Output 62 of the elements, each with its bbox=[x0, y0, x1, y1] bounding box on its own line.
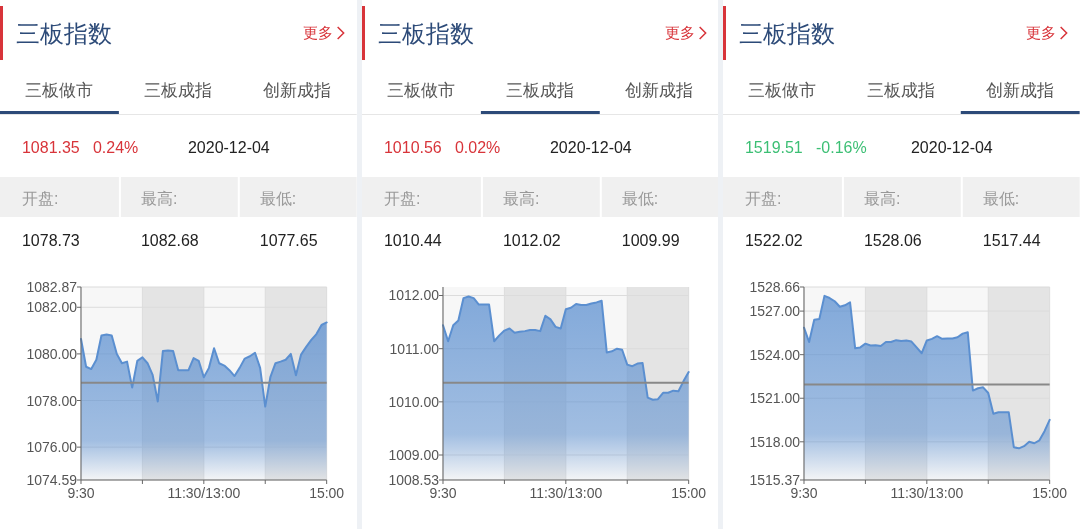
text: 更多 bbox=[664, 24, 695, 42]
text: 2020-12-04 bbox=[911, 139, 994, 156]
text: 创新成指 bbox=[263, 81, 332, 100]
text: 0.02% bbox=[454, 139, 500, 156]
text: 创新成指 bbox=[986, 81, 1055, 100]
text: 三板成指 bbox=[144, 81, 213, 100]
text: 最高: bbox=[502, 190, 539, 207]
text: 1077.65 bbox=[259, 232, 318, 249]
text: 1078.73 bbox=[22, 232, 80, 249]
text: 三板做市 bbox=[25, 81, 94, 100]
text: 2020-12-04 bbox=[549, 139, 632, 156]
text: 开盘: bbox=[383, 190, 421, 207]
text: 三板成指 bbox=[505, 81, 574, 100]
text: 最高: bbox=[140, 190, 178, 207]
y-tick-label: 1082.00 bbox=[26, 299, 78, 316]
text: 1010.44 bbox=[383, 232, 442, 249]
y-tick-label: 1082.87 bbox=[26, 279, 78, 295]
text: 最低: bbox=[983, 190, 1020, 207]
text: 1012.02 bbox=[502, 232, 561, 249]
text: 三板做市 bbox=[387, 81, 456, 100]
text: 1517.44 bbox=[983, 232, 1041, 249]
text: -0.16% bbox=[816, 139, 867, 156]
text: 最低: bbox=[621, 190, 658, 207]
text: 1519.51 bbox=[745, 139, 804, 156]
y-tick-label: 1528.66 bbox=[749, 279, 801, 295]
y-tick-label: 1521.00 bbox=[749, 390, 801, 407]
text: 1081.35 bbox=[22, 139, 80, 156]
text: 1528.06 bbox=[864, 232, 923, 249]
text: 创新成指 bbox=[624, 81, 693, 100]
y-tick-label: 1010.00 bbox=[388, 393, 439, 410]
text: 最低: bbox=[259, 190, 297, 207]
text: 开盘: bbox=[745, 190, 782, 207]
y-tick-label: 1527.00 bbox=[749, 303, 801, 320]
x-tick-label: 11:30/13:00 bbox=[167, 484, 241, 501]
text: 1010.56 bbox=[383, 139, 442, 156]
text: 更多 bbox=[302, 24, 333, 42]
text: 三板成指 bbox=[867, 81, 936, 100]
text: 1522.02 bbox=[745, 232, 804, 249]
y-tick-label: 1518.00 bbox=[749, 433, 801, 450]
x-tick-label: 15:00 bbox=[670, 484, 707, 501]
text: 最高: bbox=[864, 190, 901, 207]
text: 更多 bbox=[1025, 24, 1056, 42]
text: 1082.68 bbox=[140, 232, 199, 249]
text: 1009.99 bbox=[621, 232, 680, 249]
text: 0.24% bbox=[93, 139, 139, 156]
y-tick-label: 1076.00 bbox=[26, 439, 78, 456]
x-tick-label: 15:00 bbox=[309, 484, 345, 501]
x-tick-label: 11:30/13:00 bbox=[890, 484, 964, 501]
y-tick-label: 1524.00 bbox=[749, 346, 801, 363]
chart-title: 三板指数 bbox=[16, 20, 112, 48]
y-tick-label: 1080.00 bbox=[26, 345, 78, 362]
x-tick-label: 11:30/13:00 bbox=[529, 484, 603, 501]
x-tick-label: 15:00 bbox=[1032, 484, 1068, 501]
y-tick-label: 1011.00 bbox=[389, 340, 439, 357]
y-tick-label: 1078.00 bbox=[26, 392, 78, 409]
y-tick-label: 1012.00 bbox=[388, 287, 439, 304]
chart-title: 三板指数 bbox=[377, 20, 474, 48]
y-tick-label: 1009.00 bbox=[388, 447, 439, 464]
text: 开盘: bbox=[22, 190, 59, 207]
chart-title: 三板指数 bbox=[739, 20, 836, 48]
text: 三板做市 bbox=[748, 81, 817, 100]
text: 2020-12-04 bbox=[187, 139, 270, 156]
